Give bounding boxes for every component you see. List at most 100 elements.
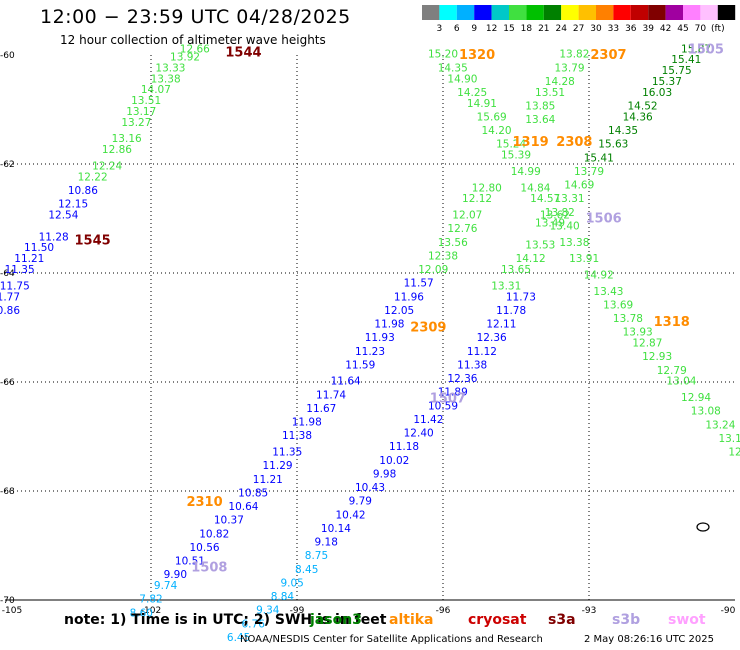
legend-swot: swot — [668, 612, 706, 628]
swh-value-label: 15.20 — [428, 49, 458, 61]
swh-value-label: 15.39 — [501, 150, 531, 162]
swh-value-label: 13.79 — [574, 166, 604, 178]
swh-value-label: 16.03 — [642, 87, 672, 99]
swh-value-label: 12.12 — [462, 193, 492, 205]
lat-tick-label: -62 — [0, 160, 15, 170]
altika-2309-track: 11.5711.9612.0511.9811.9311.2311.5911.64… — [164, 278, 434, 582]
colorbar-tick-label: (ft) — [711, 24, 725, 34]
swh-value-label: 11.67 — [306, 403, 336, 415]
pass-number-label: 2310 — [186, 495, 222, 510]
colorbar-swatch — [578, 5, 596, 20]
swh-value-label: 12.15 — [58, 199, 88, 211]
swh-value-label: 11.98 — [292, 417, 322, 429]
swh-value-label: 13.79 — [555, 62, 585, 74]
swh-value-label: 11.35 — [272, 447, 302, 459]
colorbar-tick-label: 30 — [590, 24, 602, 34]
swh-value-label: 11.78 — [496, 305, 526, 317]
swh-value-label: 13.31 — [555, 193, 585, 205]
legend-jason3: jason3 — [310, 612, 362, 628]
lat-tick-label: -60 — [0, 51, 15, 61]
colorbar-tick-label: 12 — [486, 24, 497, 34]
swh-value-label: 11.57 — [404, 278, 434, 290]
swh-value-label: 10.59 — [428, 400, 458, 412]
swh-value-label: 13.1 — [718, 433, 740, 445]
swh-value-label: 14.84 — [520, 182, 550, 194]
pass-number-label: 1320 — [459, 48, 495, 63]
swh-value-label: 12.93 — [642, 351, 672, 363]
swh-value-label: 11.96 — [394, 291, 424, 303]
swh-value-label: 12.05 — [384, 305, 414, 317]
swh-value-label: 12.22 — [78, 171, 108, 183]
colorbar-tick-label: 15 — [503, 24, 514, 34]
swh-value-label: 11.93 — [365, 332, 395, 344]
colorbar-swatch — [561, 5, 579, 20]
colorbar-swatch — [630, 5, 649, 20]
swh-value-label: 12.79 — [657, 365, 687, 377]
swh-value-label: 9.79 — [349, 496, 372, 508]
swh-value-label: 11.23 — [355, 346, 385, 358]
swh-value-label: 10.86 — [0, 305, 20, 317]
swh-value-label: 15.24 — [496, 139, 526, 151]
swh-value-label: 13.85 — [525, 101, 555, 113]
swh-value-label: 14.28 — [545, 76, 575, 88]
swh-value-label: 11.28 — [39, 231, 69, 243]
swh-value-label: 9.18 — [315, 537, 338, 549]
legend-cryosat: cryosat — [468, 612, 527, 628]
swh-value-label: 10.37 — [214, 515, 244, 527]
colorbar-tick-label: 42 — [660, 24, 671, 34]
swh-value-label: 11.42 — [413, 414, 443, 426]
swh-value-label: 12.76 — [447, 223, 477, 235]
swh-value-label: 13.38 — [559, 237, 589, 249]
swh-value-label: 12.66 — [180, 43, 210, 55]
swh-value-label: 9.90 — [164, 569, 187, 581]
swh-value-label: 12.94 — [681, 392, 711, 404]
swh-value-label: 9.34 — [256, 605, 280, 617]
pass-number-label: 1318 — [654, 315, 690, 330]
lon-tick-label: -99 — [290, 606, 305, 616]
swh-value-label: 11.38 — [457, 359, 487, 371]
swh-value-label: 10.86 — [68, 185, 98, 197]
swh-value-label: 13.93 — [623, 327, 653, 339]
pass-number-label: 2308 — [556, 135, 592, 150]
swh-value-label: 12.80 — [472, 182, 502, 194]
swh-value-label: 14.90 — [447, 73, 477, 85]
swh-value-label: 15.41 — [584, 152, 614, 164]
swh-value-label: 11.59 — [345, 359, 375, 371]
swh-value-label: 14.12 — [516, 253, 546, 265]
swh-value-label: 12.40 — [404, 428, 434, 440]
swh-value-label: 11.77 — [0, 291, 20, 303]
swh-value-label: 14.20 — [482, 125, 512, 137]
footer-timestamp: 2 May 08:26:16 UTC 2025 — [584, 634, 714, 645]
swh-value-label: 15.37 — [652, 76, 682, 88]
colorbar-swatch — [717, 5, 736, 20]
swh-value-label: 14.36 — [623, 111, 653, 123]
colorbar-tick-label: 24 — [555, 24, 567, 34]
colorbar-swatch — [474, 5, 492, 20]
swh-value-label: 11.12 — [467, 346, 497, 358]
colorbar-tick-label: 27 — [573, 24, 584, 34]
swh-value-label: 12.11 — [486, 319, 516, 331]
swh-value-label: 13.38 — [151, 73, 181, 85]
colorbar-tick-label: 33 — [608, 24, 619, 34]
lat-tick-label: -70 — [0, 596, 15, 606]
swh-value-label: 14.99 — [511, 166, 541, 178]
swh-value-label: 12.07 — [452, 210, 482, 222]
page-subtitle: 12 hour collection of altimeter wave hei… — [60, 33, 326, 47]
swh-value-label: 8.45 — [295, 564, 318, 576]
colorbar-swatch — [422, 5, 440, 20]
legend-altika: altika — [389, 612, 434, 628]
swh-value-label: 13.40 — [550, 220, 580, 232]
s3b-1507-track: 11.7311.7812.1112.3611.1211.3812.3611.89… — [315, 291, 536, 548]
colorbar-tick-label: 21 — [538, 24, 549, 34]
colorbar: 3 6 9 12 15 18 21 24 27 30 33 36 39 42 45 70 (ft) — [422, 5, 736, 34]
swh-value-label: 13.43 — [593, 286, 623, 298]
swh-value-label: 15.63 — [598, 139, 628, 151]
swh-value-label: 14.69 — [564, 180, 594, 192]
swh-value-label: 15.69 — [477, 111, 507, 123]
swh-value-label: 13.27 — [121, 117, 151, 129]
island-shape — [696, 522, 710, 532]
swh-value-label: 10.14 — [321, 523, 351, 535]
swh-value-label: 11.35 — [5, 264, 35, 276]
lat-tick-label: -66 — [0, 378, 15, 388]
